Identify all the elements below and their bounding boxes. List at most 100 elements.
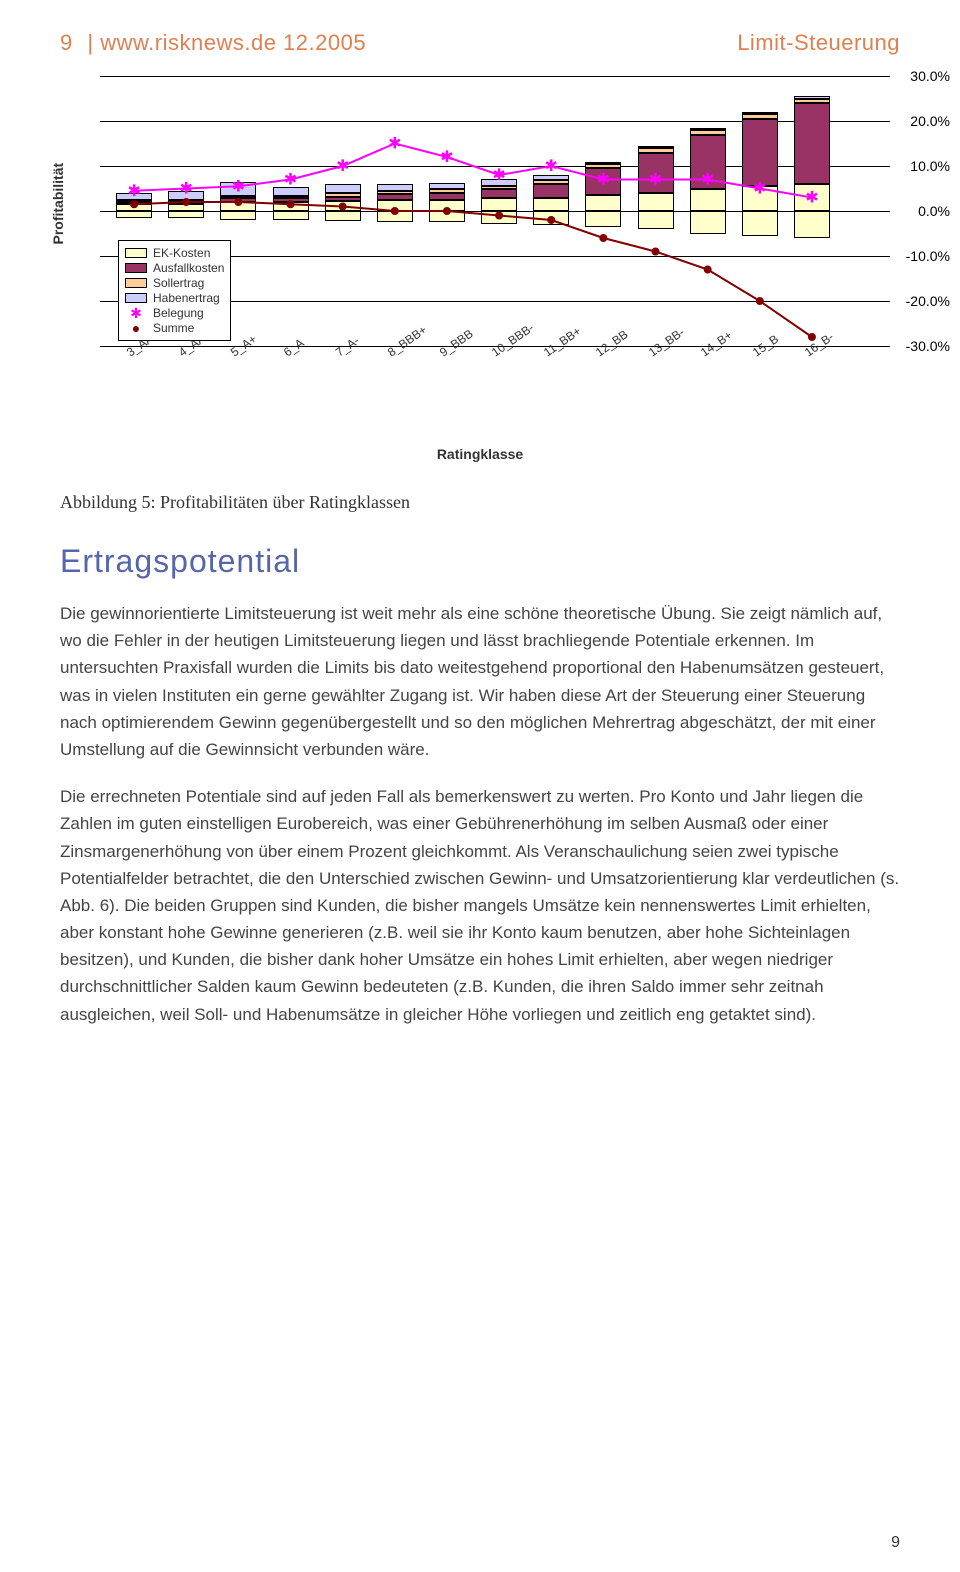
header-divider: |: [87, 30, 93, 55]
bar-segment: [429, 200, 465, 211]
page-header: 9 | www.risknews.de 12.2005 Limit-Steuer…: [60, 30, 900, 56]
bar-segment: [168, 200, 204, 202]
bar-segment: [533, 184, 569, 198]
footer-page-number: 9: [891, 1534, 900, 1552]
legend-label: Ausfallkosten: [153, 261, 224, 275]
bar-segment: [742, 211, 778, 236]
bar-segment: [377, 211, 413, 222]
header-page-number: 9: [60, 30, 73, 55]
chart-legend: EK-KostenAusfallkostenSollertragHabenert…: [118, 240, 231, 341]
bar-segment: [168, 211, 204, 218]
bar-segment: [585, 162, 621, 164]
bar-segment: [116, 202, 152, 204]
bar-segment: [220, 211, 256, 220]
paragraph-1: Die gewinnorientierte Limitsteuerung ist…: [60, 600, 900, 763]
bar-segment: [585, 164, 621, 169]
bar-segment: [742, 112, 778, 114]
y-tick-label: 10.0%: [910, 158, 950, 174]
header-site: www.risknews.de 12.2005: [100, 30, 366, 55]
bar-segment: [273, 196, 309, 199]
legend-label: EK-Kosten: [153, 246, 210, 260]
bar-segment: [116, 211, 152, 218]
chart-y-axis-label: Profitabilität: [50, 163, 66, 245]
bar-segment: [690, 189, 726, 212]
y-tick-label: -10.0%: [906, 248, 950, 264]
bar-segment: [690, 130, 726, 135]
chart-x-axis-label: Ratingklasse: [70, 446, 890, 462]
bar-segment: [638, 146, 674, 148]
bar-segment: [481, 186, 517, 190]
bar-segment: [168, 191, 204, 200]
bar-segment: [429, 211, 465, 222]
section-heading: Ertragspotential: [60, 543, 900, 580]
legend-row: ●Summe: [125, 321, 224, 335]
bar-segment: [794, 184, 830, 211]
legend-swatch: [125, 248, 147, 258]
bar-segment: [377, 184, 413, 191]
bar-segment: [638, 211, 674, 229]
bar-segment: [325, 193, 361, 196]
bar-segment: [794, 103, 830, 184]
bar-segment: [533, 175, 569, 180]
legend-label: Habenertrag: [153, 291, 220, 305]
bar-segment: [273, 198, 309, 202]
bar-segment: [116, 193, 152, 200]
paragraph-2: Die errechneten Potentiale sind auf jede…: [60, 783, 900, 1028]
bar-segment: [273, 187, 309, 196]
bar-segment: [220, 196, 256, 199]
bar-segment: [220, 182, 256, 196]
bar-segment: [273, 211, 309, 220]
bar-segment: [220, 198, 256, 202]
bar-segment: [638, 153, 674, 194]
legend-swatch: [125, 263, 147, 273]
bar-segment: [481, 211, 517, 224]
chart-container: Profitabilität EK-KostenAusfallkostenSol…: [70, 76, 890, 462]
bar-segment: [377, 194, 413, 199]
bar-segment: [325, 201, 361, 211]
bar-segment: [794, 211, 830, 238]
bar-segment: [168, 204, 204, 211]
bar-segment: [742, 114, 778, 119]
legend-mark-icon: ●: [125, 323, 147, 333]
bar-segment: [690, 211, 726, 234]
bar-segment: [794, 99, 830, 104]
bar-segment: [273, 202, 309, 211]
legend-label: Sollertrag: [153, 276, 204, 290]
bar-segment: [585, 211, 621, 227]
legend-row: Ausfallkosten: [125, 261, 224, 275]
bar-segment: [116, 200, 152, 202]
header-right: Limit-Steuerung: [737, 30, 900, 56]
bar-segment: [429, 189, 465, 193]
y-tick-label: 0.0%: [918, 203, 950, 219]
y-tick-label: 20.0%: [910, 113, 950, 129]
bar-segment: [429, 193, 465, 200]
chart-x-ticks: 3_AA4_AA-5_A+6_A7_A-8_BBB+9_BBB10_BBB-11…: [100, 346, 890, 406]
bar-segment: [585, 195, 621, 211]
bar-segment: [742, 186, 778, 211]
figure-caption: Abbildung 5: Profitabilitäten über Ratin…: [60, 492, 900, 513]
bar-segment: [325, 197, 361, 202]
legend-row: Habenertrag: [125, 291, 224, 305]
bar-segment: [377, 191, 413, 194]
bar-segment: [533, 198, 569, 212]
y-tick-label: -30.0%: [906, 338, 950, 354]
bar-segment: [794, 96, 830, 98]
bar-segment: [585, 168, 621, 195]
bar-segment: [690, 135, 726, 189]
bar-segment: [325, 184, 361, 193]
y-tick-label: -20.0%: [906, 293, 950, 309]
legend-row: EK-Kosten: [125, 246, 224, 260]
legend-mark-icon: ✱: [125, 308, 147, 318]
bar-segment: [481, 198, 517, 211]
bar-segment: [638, 148, 674, 153]
bar-segment: [742, 119, 778, 187]
bar-segment: [168, 202, 204, 204]
legend-swatch: [125, 293, 147, 303]
bar-segment: [533, 211, 569, 225]
bar-segment: [116, 204, 152, 211]
bar-segment: [481, 179, 517, 186]
header-left: 9 | www.risknews.de 12.2005: [60, 30, 366, 56]
bar-segment: [325, 211, 361, 221]
bar-segment: [638, 193, 674, 211]
bar-segment: [429, 183, 465, 190]
